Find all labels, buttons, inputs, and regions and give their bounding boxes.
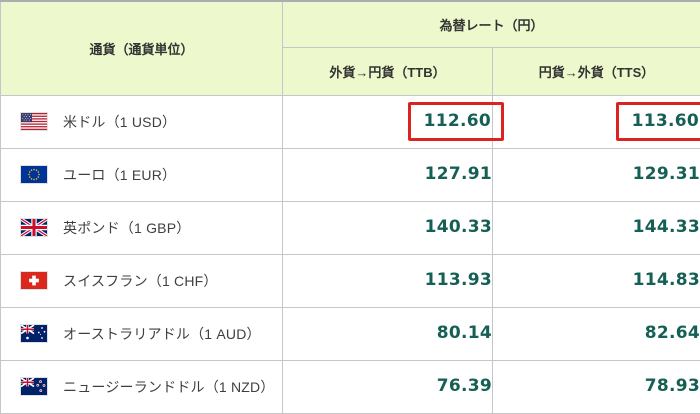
tts-value: 129.31: [632, 164, 700, 184]
ttb-cell: 127.91: [282, 147, 493, 202]
tts-cell: 82.64: [491, 306, 700, 361]
currency-label: ユーロ（1 EUR）: [63, 166, 177, 183]
currency-cell: 英ポンド（1 GBP）: [0, 200, 283, 255]
au-flag-icon: [21, 325, 47, 342]
ttb-value: 140.33: [424, 217, 492, 237]
rates-table-body: 米ドル（1 USD） 112.60 113.60 ユーロ（1 EUR） 127.…: [0, 94, 700, 414]
tts-column-header: 円貨→外貨（TTS）: [491, 46, 700, 96]
currency-column-header: 通貨（通貨単位）: [0, 0, 283, 96]
currency-label: オーストラリアドル（1 AUD）: [63, 325, 261, 342]
currency-cell: ニュージーランドドル（1 NZD）: [0, 359, 283, 414]
ttb-value: 80.14: [436, 323, 492, 343]
ttb-value: 112.60: [407, 102, 504, 141]
tts-value: 113.60: [615, 102, 700, 141]
ttb-value: 127.91: [424, 164, 492, 184]
currency-cell: スイスフラン（1 CHF）: [0, 253, 283, 308]
ttb-cell: 76.39: [282, 359, 493, 414]
currency-cell: オーストラリアドル（1 AUD）: [0, 306, 283, 361]
nz-flag-icon: [21, 378, 47, 395]
ttb-cell: 112.60: [282, 94, 504, 149]
tts-cell: 114.83: [491, 253, 700, 308]
table-row: 米ドル（1 USD） 112.60 113.60: [0, 94, 700, 149]
tts-value: 78.93: [644, 376, 700, 396]
tts-cell: 129.31: [491, 147, 700, 202]
ttb-column-header: 外貨→円貨（TTB）: [282, 46, 493, 96]
us-flag-icon: [21, 113, 47, 130]
tts-value: 114.83: [632, 270, 700, 290]
currency-label: ニュージーランドドル（1 NZD）: [63, 378, 275, 395]
ttb-value: 76.39: [436, 376, 492, 396]
rate-group-header: 為替レート（円）: [281, 0, 700, 48]
eu-flag-icon: [21, 166, 47, 183]
ch-flag-icon: [21, 272, 47, 289]
tts-value: 144.33: [632, 217, 700, 237]
currency-label: 英ポンド（1 GBP）: [63, 219, 191, 236]
ttb-cell: 80.14: [282, 306, 493, 361]
ttb-value: 113.93: [424, 270, 492, 290]
tts-cell: 78.93: [491, 359, 700, 414]
ttb-cell: 140.33: [282, 200, 493, 255]
uk-flag-icon: [21, 219, 47, 236]
table-row: 英ポンド（1 GBP） 140.33 144.33: [0, 200, 700, 255]
tts-cell: 144.33: [491, 200, 700, 255]
table-row: ユーロ（1 EUR） 127.91 129.31: [0, 147, 700, 202]
tts-cell: 113.60: [491, 94, 700, 149]
table-row: ニュージーランドドル（1 NZD） 76.39 78.93: [0, 359, 700, 414]
currency-label: スイスフラン（1 CHF）: [63, 272, 218, 289]
currency-label: 米ドル（1 USD）: [63, 113, 177, 130]
table-row: スイスフラン（1 CHF） 113.93 114.83: [0, 253, 700, 308]
currency-cell: ユーロ（1 EUR）: [0, 147, 283, 202]
currency-cell: 米ドル（1 USD）: [0, 94, 283, 149]
tts-value: 82.64: [644, 323, 700, 343]
ttb-cell: 113.93: [282, 253, 493, 308]
table-row: オーストラリアドル（1 AUD） 80.14 82.64: [0, 306, 700, 361]
